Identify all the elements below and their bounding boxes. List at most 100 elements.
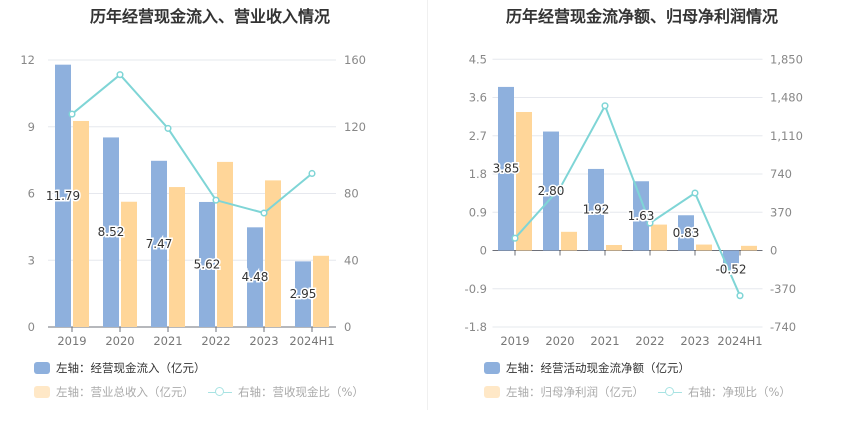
x-axis-tick: 2021 <box>590 334 619 348</box>
bar-secondary <box>121 201 137 327</box>
bar-secondary <box>169 187 185 327</box>
left-axis-tick: 1.8 <box>469 167 487 181</box>
legend-label: 左轴：经营活动现金流净额（亿元） <box>506 361 690 375</box>
left-axis-tick: -0.9 <box>465 282 487 296</box>
bar-secondary <box>265 180 281 327</box>
bar-data-label: 3.85 <box>493 162 520 176</box>
bar-primary <box>498 86 514 251</box>
left-axis-tick: 0 <box>480 244 487 258</box>
x-axis-tick: 2022 <box>201 334 230 348</box>
bar-data-label: 11.79 <box>46 189 80 203</box>
bar-primary <box>295 261 311 327</box>
bar-secondary <box>651 224 667 251</box>
x-axis-tick: 2024H1 <box>717 334 762 348</box>
left-axis-tick: 6 <box>28 187 35 201</box>
legend-item-revenue[interactable]: 左轴：营业总收入（亿元） 右轴：营收现金比（%） <box>34 384 364 400</box>
left-axis-tick: 3 <box>28 253 35 267</box>
bar-primary <box>633 181 649 251</box>
line-point <box>68 110 76 118</box>
x-axis-tick: 2023 <box>249 334 278 348</box>
bar-data-label: 2.80 <box>538 184 565 198</box>
legend-item-net-cash[interactable]: 左轴：经营活动现金流净额（亿元） <box>484 360 690 376</box>
chart-title-right: 历年经营现金流净额、归母净利润情况 <box>505 7 778 26</box>
right-axis-tick: 80 <box>344 187 359 201</box>
x-axis-tick: 2022 <box>635 334 664 348</box>
legend-line-icon <box>658 386 682 398</box>
bar-data-label: 4.48 <box>242 270 269 284</box>
bar-primary <box>588 168 604 251</box>
line-point <box>556 184 564 192</box>
legend-swatch <box>34 386 50 398</box>
right-axis-tick: 0 <box>770 244 777 258</box>
bar-secondary <box>73 120 89 327</box>
left-axis-tick: 0 <box>28 320 35 334</box>
bar-secondary <box>606 244 622 251</box>
legend-swatch <box>484 386 500 398</box>
line-series <box>71 73 313 215</box>
line-series <box>514 103 741 297</box>
line-point <box>601 102 609 110</box>
bar-data-label: 1.92 <box>583 203 610 217</box>
legend-label-ratio[interactable]: 右轴：营收现金比（%） <box>238 385 364 399</box>
bar-data-label: 5.62 <box>194 257 221 271</box>
bar-primary <box>678 215 694 251</box>
bar-primary <box>103 137 119 327</box>
legend-label-ratio[interactable]: 右轴：净现比（%） <box>688 385 791 399</box>
divider <box>427 0 428 410</box>
left-axis-tick: -1.8 <box>465 320 487 334</box>
bar-data-label: 7.47 <box>146 237 173 251</box>
x-axis-tick: 2019 <box>500 334 529 348</box>
x-axis-tick: 2020 <box>105 334 134 348</box>
right-axis-tick: 120 <box>344 120 366 134</box>
bar-data-label: 8.52 <box>98 225 125 239</box>
x-axis-tick: 2021 <box>153 334 182 348</box>
right-axis-tick: 40 <box>344 253 359 267</box>
bar-secondary <box>696 244 712 251</box>
line-point <box>691 189 699 197</box>
right-axis-tick: 370 <box>770 205 792 219</box>
chart-title-left: 历年经营现金流入、营业收入情况 <box>89 7 330 26</box>
left-axis-tick: 9 <box>28 120 35 134</box>
x-axis-tick: 2020 <box>545 334 574 348</box>
right-axis-tick: 1,480 <box>770 91 803 105</box>
bar-primary <box>151 160 167 327</box>
right-axis-tick: 160 <box>344 53 366 67</box>
bar-data-label: -0.52 <box>715 263 746 277</box>
bar-secondary <box>217 161 233 327</box>
legend-label: 左轴：营业总收入（亿元） <box>56 385 194 399</box>
line-point <box>308 169 316 178</box>
right-axis-tick: -370 <box>770 282 796 296</box>
bar-secondary <box>516 111 532 251</box>
bar-primary <box>55 64 71 328</box>
line-point <box>212 196 220 204</box>
legend-swatch <box>34 362 50 374</box>
left-axis-tick: 2.7 <box>469 129 487 143</box>
right-axis-tick: 1,110 <box>770 129 803 143</box>
bar-secondary <box>741 245 757 251</box>
bar-data-label: 2.95 <box>290 287 317 301</box>
legend-item-net-profit[interactable]: 左轴：归母净利润（亿元） 右轴：净现比（%） <box>484 384 791 400</box>
x-axis-tick: 2019 <box>57 334 86 348</box>
line-point <box>116 71 124 79</box>
x-axis-tick: 2023 <box>680 334 709 348</box>
right-axis-tick: 0 <box>344 320 351 334</box>
left-axis-tick: 3.6 <box>469 91 487 105</box>
legend-line-icon <box>208 386 232 398</box>
legend-item-cash-inflow[interactable]: 左轴：经营现金流入（亿元） <box>34 360 206 376</box>
bar-data-label: 1.63 <box>628 209 655 223</box>
line-point <box>260 209 268 217</box>
right-axis-tick: 740 <box>770 167 792 181</box>
bar-data-label: 0.83 <box>673 226 700 240</box>
right-axis-tick: -740 <box>770 320 796 334</box>
x-axis-tick: 2024H1 <box>289 334 334 348</box>
bar-primary <box>199 201 215 327</box>
bar-secondary <box>561 231 577 251</box>
bar-secondary <box>313 255 329 327</box>
line-point <box>646 219 654 227</box>
bar-primary <box>247 227 263 327</box>
left-axis-tick: 4.5 <box>469 52 487 66</box>
bar-primary <box>543 131 559 251</box>
legend-swatch <box>484 362 500 374</box>
left-axis-tick: 12 <box>20 53 35 67</box>
